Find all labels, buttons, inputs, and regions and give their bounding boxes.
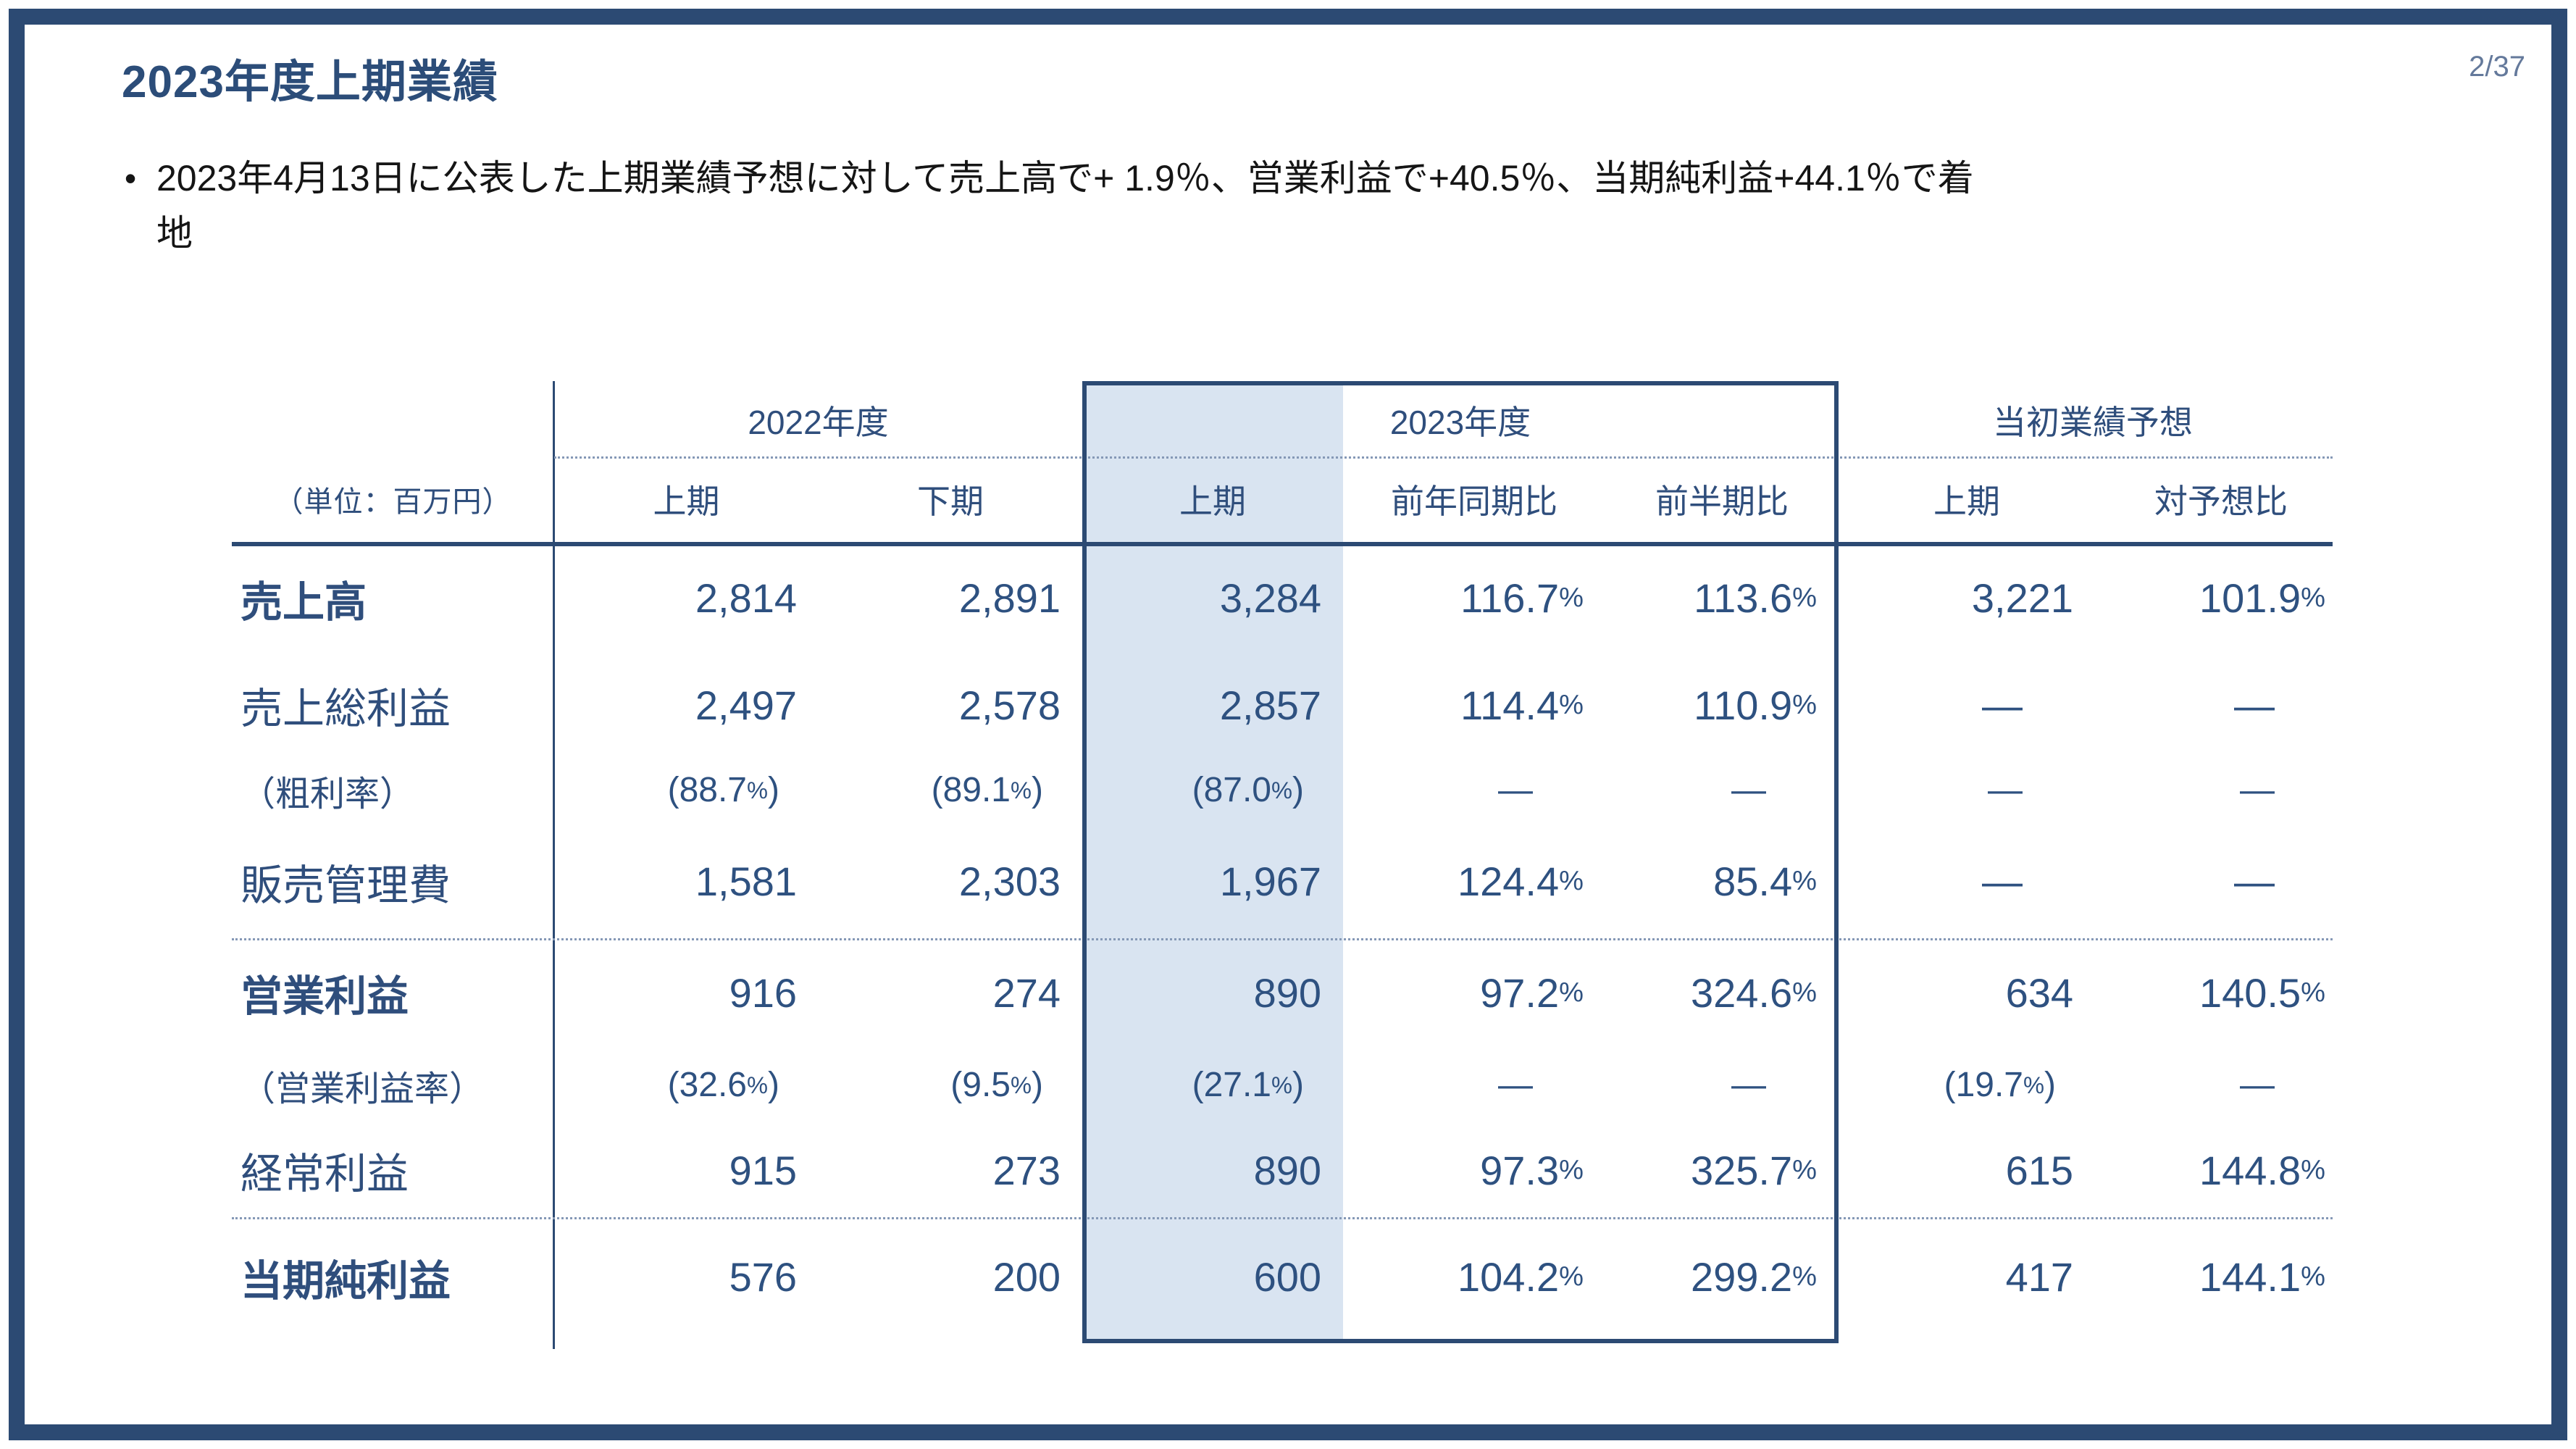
table-cell: — <box>1731 1066 1766 1104</box>
row-label-net-sales: 売上高 <box>241 578 367 626</box>
table-cell: 634 <box>2005 969 2073 1016</box>
fy2023-outline-box <box>1082 381 1839 1343</box>
table-cell: 890 <box>1253 1147 1321 1193</box>
table-cell: 273 <box>992 1147 1061 1193</box>
col-header-forecast-h1: 上期 <box>1933 483 2000 520</box>
row-label-gross-profit: 売上総利益 <box>241 685 451 732</box>
table-cell: 101.9% <box>2199 575 2325 621</box>
table-cell: (32.6%) <box>667 1066 779 1104</box>
table-cell: (9.5%) <box>950 1066 1043 1104</box>
bullet-text: 2023年4月13日に公表した上期業績予想に対して売上高で+ 1.9％、営業利益… <box>156 151 1974 261</box>
label-divider-line <box>553 381 555 1349</box>
results-grid: 2022年度 2023年度 当初業績予想 （単位：百万円） 上期 下期 上期 前… <box>232 384 2347 1337</box>
table-cell: 274 <box>992 969 1061 1016</box>
section-divider-2 <box>232 1217 2333 1219</box>
table-cell: 113.6% <box>1694 575 1817 621</box>
table-cell: 97.3% <box>1480 1147 1584 1193</box>
col-header-fy2023-h1: 上期 <box>1179 483 1246 520</box>
table-cell: — <box>1982 682 2023 728</box>
bullet-text-line1: 2023年4月13日に公表した上期業績予想に対して売上高で+ 1.9％、営業利益… <box>156 158 1974 199</box>
col-group-fy2022: 2022年度 <box>748 404 889 441</box>
table-cell: 2,497 <box>695 682 797 728</box>
table-cell: 144.1% <box>2199 1254 2325 1300</box>
table-cell: 2,578 <box>958 682 1061 728</box>
unit-label: （単位：百万円） <box>274 486 512 518</box>
row-label-operating-margin: （営業利益率） <box>241 1069 485 1108</box>
table-cell: 97.2% <box>1480 969 1584 1016</box>
table-cell: — <box>2234 859 2275 904</box>
col-group-fy2023: 2023年度 <box>1389 404 1531 441</box>
header-separator-line <box>232 542 2333 546</box>
table-cell: (89.1%) <box>931 771 1043 809</box>
summary-bullet: • 2023年4月13日に公表した上期業績予想に対して売上高で+ 1.9％、営業… <box>125 151 1974 261</box>
row-label-net-income: 当期純利益 <box>241 1257 451 1305</box>
table-cell: 915 <box>729 1147 797 1193</box>
table-cell: 600 <box>1253 1254 1321 1300</box>
table-cell: (88.7%) <box>667 771 779 809</box>
table-cell: 85.4% <box>1713 859 1817 904</box>
table-cell: 576 <box>729 1254 797 1300</box>
col-header-yoy: 前年同期比 <box>1391 483 1557 520</box>
table-cell: — <box>2240 771 2275 809</box>
table-cell: 2,857 <box>1219 682 1321 728</box>
table-cell: — <box>1498 1066 1533 1104</box>
table-cell: 890 <box>1253 969 1321 1016</box>
table-cell: — <box>2234 682 2275 728</box>
table-cell: 144.8% <box>2199 1147 2325 1193</box>
table-cell: 2,891 <box>958 575 1061 621</box>
row-label-gross-margin: （粗利率） <box>241 774 415 814</box>
col-header-hoh: 前半期比 <box>1655 483 1789 520</box>
table-cell: 3,221 <box>1971 575 2073 621</box>
page-number: 2/37 <box>2469 51 2525 83</box>
col-group-forecast: 当初業績予想 <box>1993 404 2193 441</box>
table-cell: 2,303 <box>958 859 1061 904</box>
table-cell: 417 <box>2005 1254 2073 1300</box>
corner-cell <box>232 384 554 456</box>
table-cell: 2,814 <box>695 575 797 621</box>
table-cell: (87.0%) <box>1192 771 1304 809</box>
col-header-fy2022-h1: 上期 <box>653 483 720 520</box>
table-cell: — <box>1498 771 1533 809</box>
table-cell: 1,967 <box>1219 859 1321 904</box>
bullet-icon: • <box>125 159 137 197</box>
table-cell: 114.4% <box>1460 682 1584 728</box>
table-cell: 116.7% <box>1460 575 1584 621</box>
table-cell: — <box>2240 1066 2275 1104</box>
table-cell: — <box>1731 771 1766 809</box>
table-cell: (19.7%) <box>1944 1066 2056 1104</box>
group-header-underline <box>554 456 2333 459</box>
table-cell: 3,284 <box>1219 575 1321 621</box>
page-title: 2023年度上期業績 <box>122 57 498 107</box>
section-divider-1 <box>232 938 2333 940</box>
table-cell: 299.2% <box>1691 1254 1817 1300</box>
row-label-operating-profit: 営業利益 <box>241 973 409 1020</box>
table-cell: 110.9% <box>1694 682 1817 728</box>
table-cell: 140.5% <box>2199 969 2325 1016</box>
table-cell: (27.1%) <box>1192 1066 1304 1104</box>
table-cell: 615 <box>2005 1147 2073 1193</box>
table-cell: — <box>1988 771 2023 809</box>
table-cell: — <box>1982 859 2023 904</box>
table-cell: 124.4% <box>1458 859 1584 904</box>
row-label-sga: 販売管理費 <box>241 861 451 909</box>
table-cell: 325.7% <box>1691 1147 1817 1193</box>
row-label-ordinary-profit: 経常利益 <box>241 1151 409 1198</box>
bullet-text-line2: 地 <box>156 213 193 254</box>
col-header-vs-forecast: 対予想比 <box>2154 483 2288 520</box>
col-header-fy2022-h2: 下期 <box>917 483 984 520</box>
table-cell: 104.2% <box>1458 1254 1584 1300</box>
table-cell: 1,581 <box>695 859 797 904</box>
table-cell: 916 <box>729 969 797 1016</box>
table-cell: 324.6% <box>1691 969 1817 1016</box>
table-cell: 200 <box>992 1254 1061 1300</box>
results-table: 2022年度 2023年度 当初業績予想 （単位：百万円） 上期 下期 上期 前… <box>232 381 2347 1349</box>
